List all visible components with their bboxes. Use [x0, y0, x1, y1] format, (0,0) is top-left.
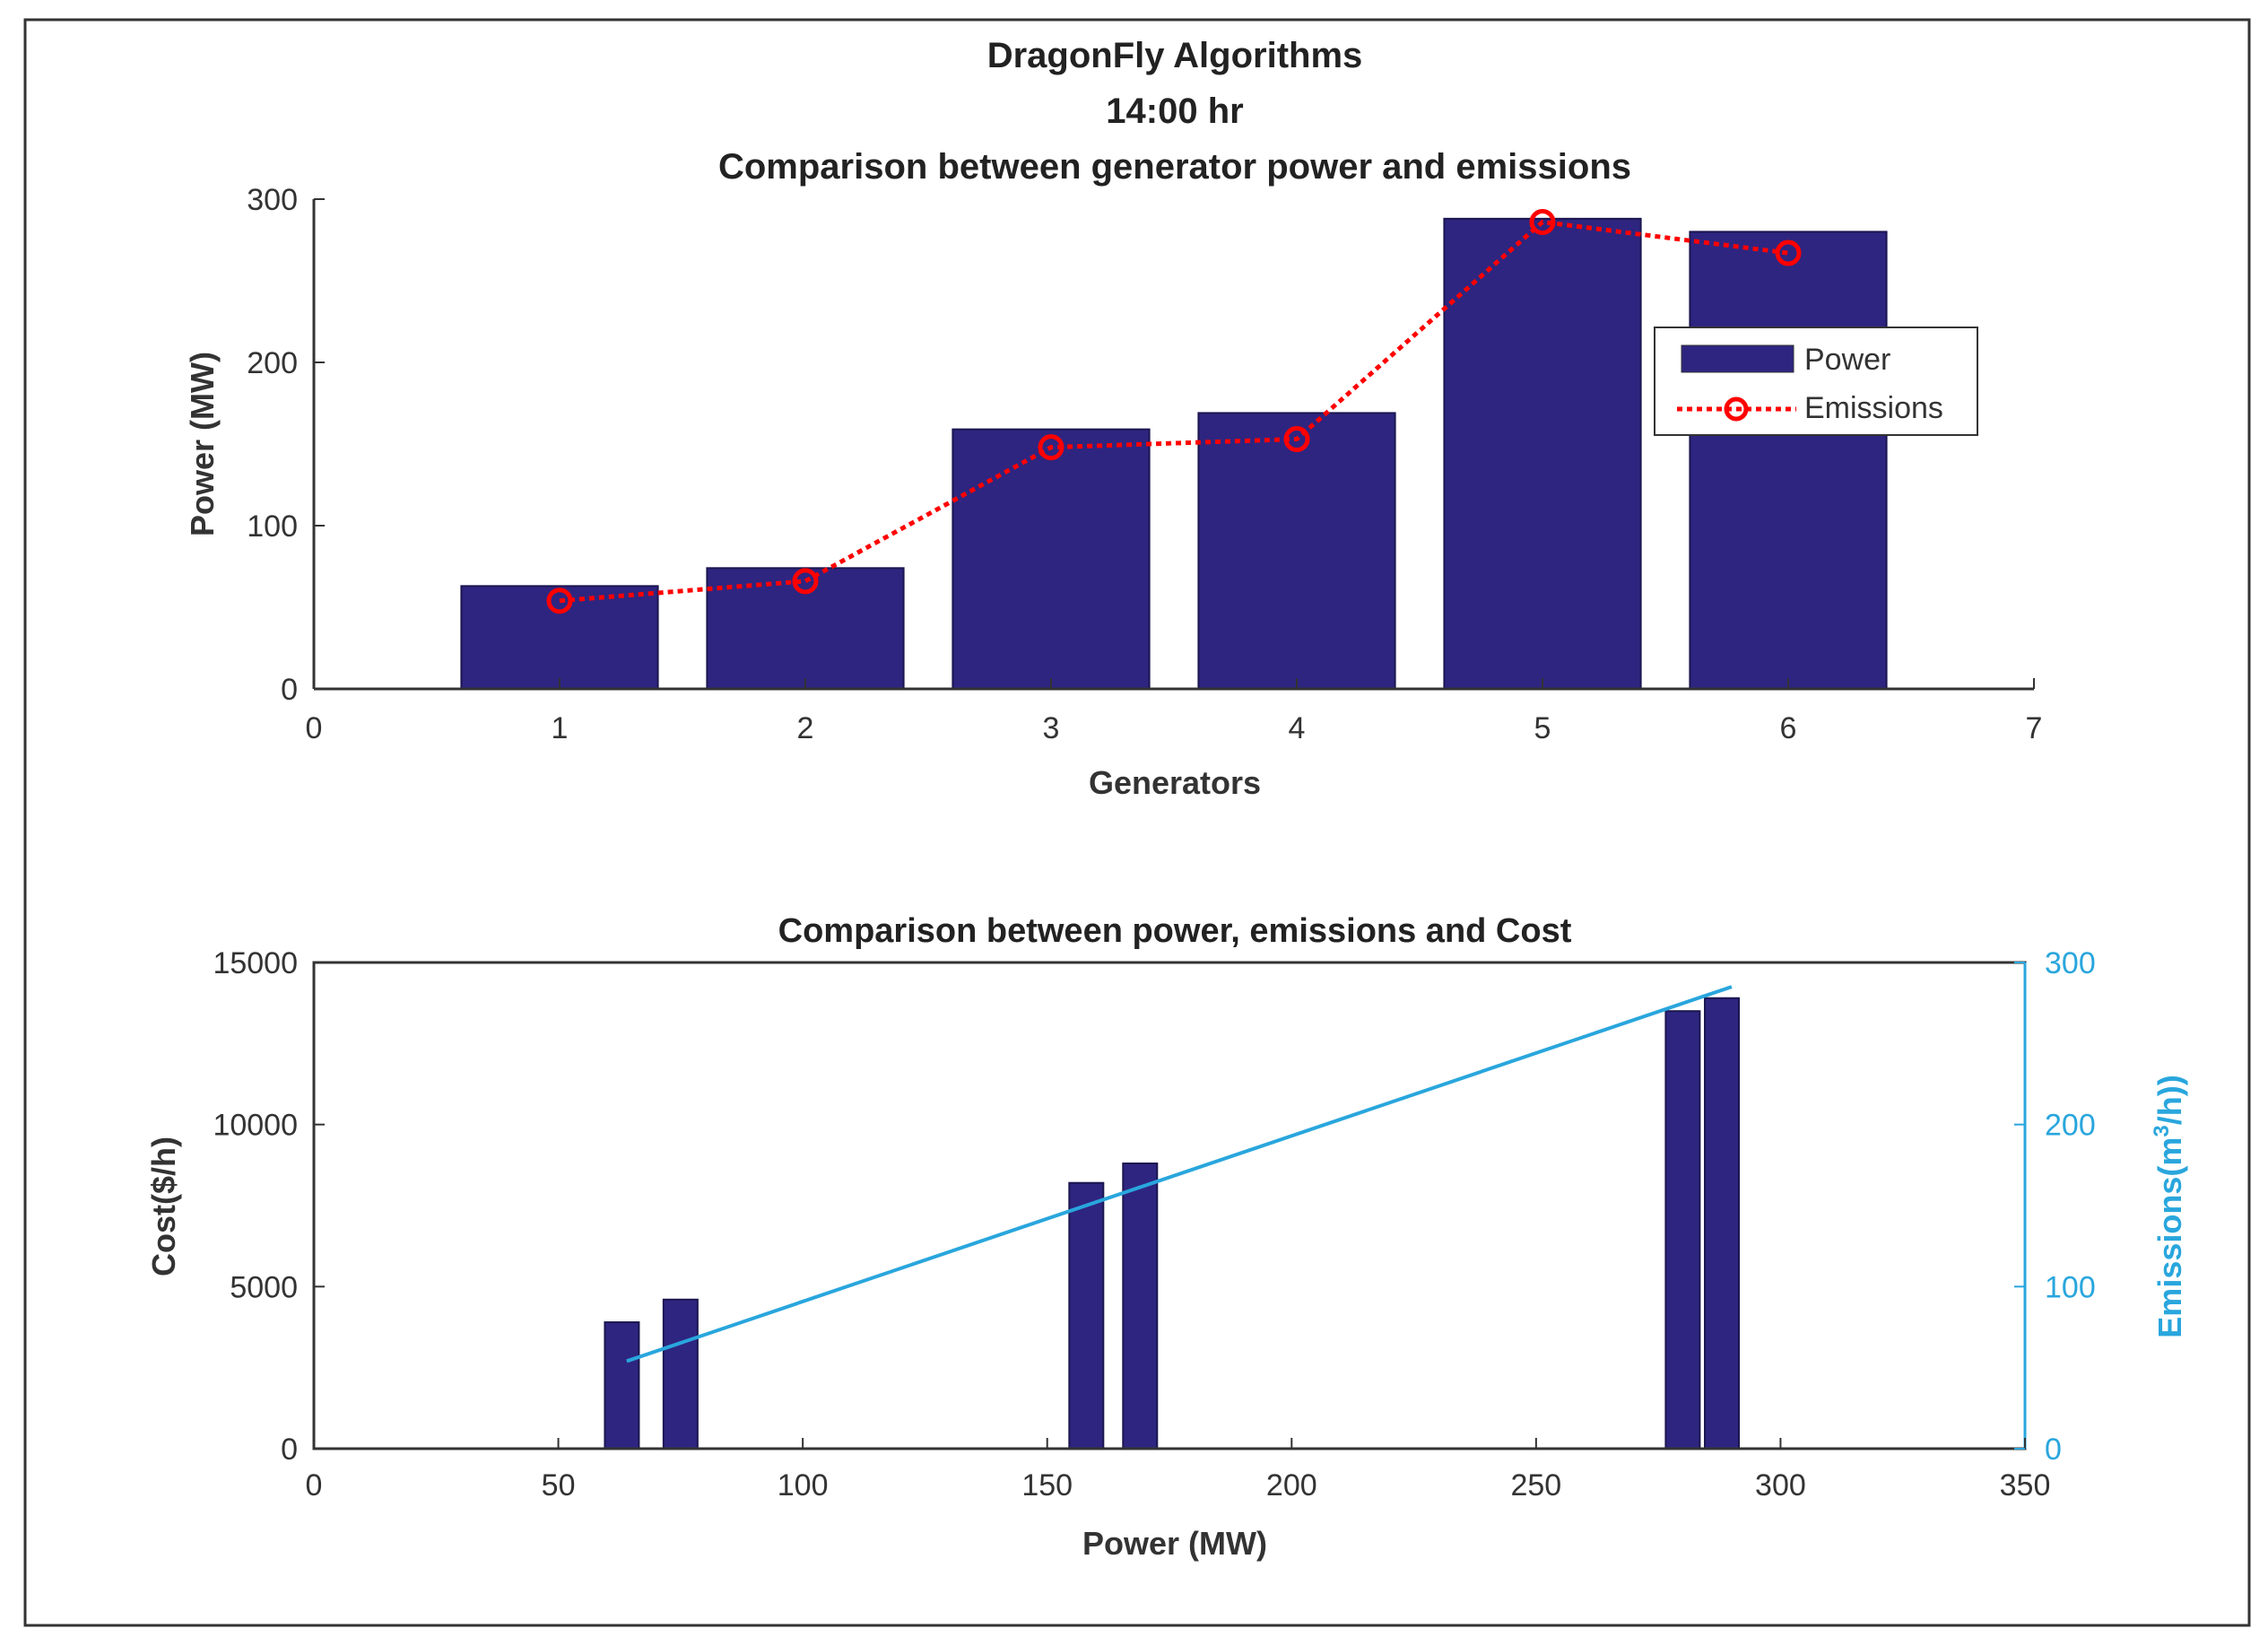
y-tick-label: 200	[247, 346, 298, 380]
power-bar-5	[1443, 217, 1642, 690]
power-bar-1	[460, 585, 659, 691]
emissions-marker-1	[546, 588, 573, 614]
x-tick-label: 7	[2026, 711, 2043, 745]
x-tick-label: 300	[1755, 1468, 1806, 1502]
chart2-title: Comparison between power, emissions and …	[778, 912, 1572, 950]
emissions-marker-5	[1529, 208, 1556, 235]
x-tick-label: 2	[797, 711, 814, 745]
chart1-x-axis-label: Generators	[1089, 764, 1261, 801]
x-tick-label: 0	[306, 711, 323, 745]
x-tick-label: 6	[1780, 711, 1797, 745]
legend-power-label: Power	[1804, 343, 1890, 377]
chart1-y-axis-label: Power (MW)	[184, 352, 221, 536]
legend-emissions-marker	[1724, 396, 1749, 422]
emissions-marker-6	[1775, 239, 1802, 266]
chart2-y-axis-label: Cost($/h)	[145, 1137, 182, 1276]
y2-tick-label: 300	[2045, 946, 2096, 980]
chart1-power-emissions: 0 1 2 3 4 5 6 7 0 100 200 300 Generators Power (MW)…	[184, 183, 2042, 801]
chart1-title: Comparison between generator power and e…	[718, 147, 1631, 187]
x-tick-label: 0	[306, 1468, 323, 1502]
power-bar-6	[1689, 231, 1888, 690]
cost-bar-5	[1664, 1010, 1701, 1450]
chart1-legend: Power Emissions	[1654, 327, 1978, 436]
emissions-marker-4	[1283, 426, 1310, 453]
power-bar-2	[706, 567, 905, 690]
y2-tick-label: 0	[2045, 1433, 2062, 1467]
x-tick-label: 50	[542, 1468, 576, 1502]
cost-bar-6	[1704, 997, 1741, 1450]
y-tick-label: 300	[247, 183, 298, 217]
y-tick-label: 15000	[213, 946, 298, 980]
legend-power-swatch	[1681, 344, 1794, 373]
y-tick-label: 0	[281, 1433, 298, 1467]
chart2-power-emissions-cost: 0 50 100 150 200 250 300 3500500010000150000100…	[145, 946, 2188, 1562]
x-tick-label: 4	[1289, 711, 1306, 745]
x-tick-label: 250	[1510, 1468, 1561, 1502]
x-tick-label: 3	[1043, 711, 1060, 745]
y2-label-superscript: 3	[2150, 1125, 2174, 1137]
x-tick-label: 1	[552, 711, 569, 745]
x-tick-label: 150	[1021, 1468, 1073, 1502]
x-tick-label: 350	[2000, 1468, 2051, 1502]
cost-bar-4	[1122, 1163, 1159, 1450]
x-tick-label: 200	[1266, 1468, 1317, 1502]
figure-title-line-2: 14:00 hr	[1106, 91, 1243, 131]
figure-title-line-1: DragonFly Algorithms	[987, 36, 1363, 75]
y-tick-label: 5000	[230, 1270, 298, 1304]
y-tick-label: 0	[281, 673, 298, 707]
cost-bar-1	[604, 1321, 640, 1450]
y2-tick-label: 100	[2045, 1270, 2096, 1304]
power-bar-3	[952, 428, 1151, 690]
y2-label-suffix: /h))	[2151, 1075, 2188, 1125]
emissions-marker-3	[1038, 434, 1064, 461]
x-tick-label: 5	[1534, 711, 1551, 745]
legend-emissions-label: Emissions	[1804, 391, 1943, 425]
chart2-y2-axis-label: Emissions(m3/h))	[2150, 1075, 2188, 1337]
y-tick-label: 10000	[213, 1109, 298, 1143]
cost-bar-3	[1068, 1181, 1105, 1450]
y-tick-label: 100	[247, 509, 298, 544]
emissions-trend-line	[626, 985, 1733, 1363]
y2-label-prefix: Emissions(m	[2151, 1137, 2188, 1338]
power-bar-4	[1197, 412, 1396, 690]
cost-bar-2	[662, 1298, 699, 1450]
x-tick-label: 100	[778, 1468, 829, 1502]
emissions-marker-2	[792, 568, 819, 595]
chart2-x-axis-label: Power (MW)	[1082, 1525, 1267, 1562]
y2-tick-label: 200	[2045, 1109, 2096, 1143]
